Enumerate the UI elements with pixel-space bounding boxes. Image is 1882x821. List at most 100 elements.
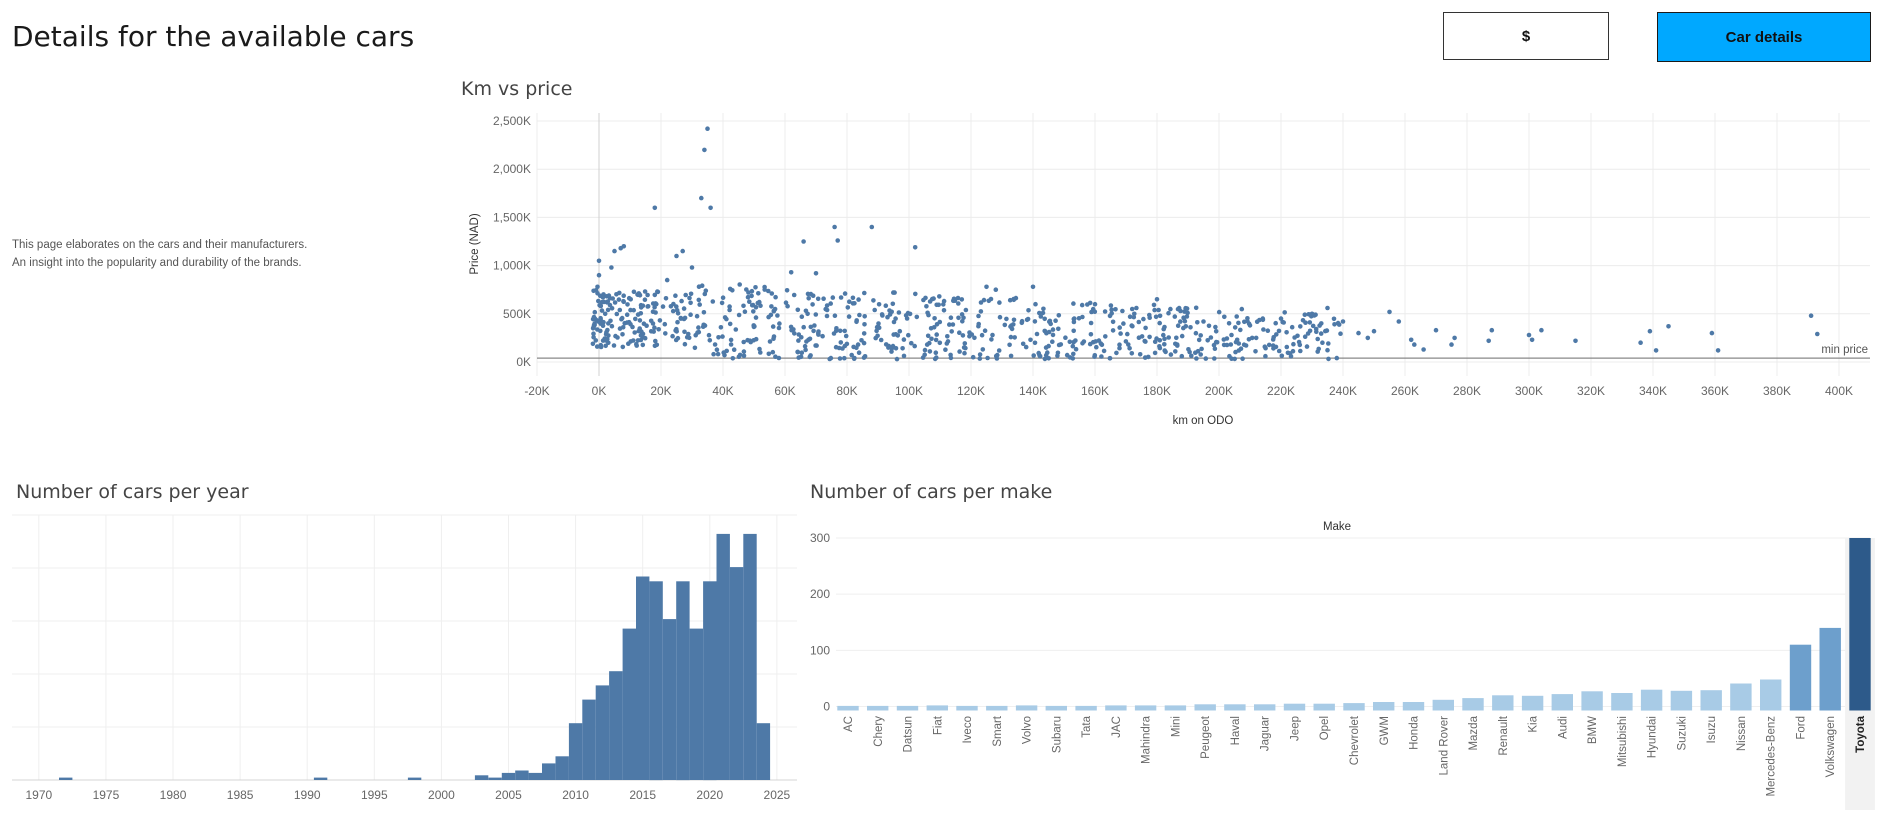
scatter-point xyxy=(745,337,750,343)
scatter-point xyxy=(821,296,826,302)
scatter-point xyxy=(1093,339,1098,344)
scatter-x-tick: 400K xyxy=(1825,384,1853,398)
make-bar xyxy=(1819,627,1841,711)
scatter-point xyxy=(645,292,650,298)
scatter-point xyxy=(652,205,658,211)
scatter-point xyxy=(617,290,622,296)
scatter-point xyxy=(1193,330,1199,336)
scatter-point xyxy=(956,301,961,306)
scatter-point xyxy=(595,327,600,332)
scatter-point xyxy=(862,322,867,327)
year-x-tick: 1980 xyxy=(160,788,187,802)
scatter-x-tick: 220K xyxy=(1267,384,1295,398)
scatter-point xyxy=(771,334,777,339)
scatter-point xyxy=(1087,341,1093,347)
scatter-point xyxy=(990,332,995,338)
make-bar xyxy=(837,705,859,711)
scatter-point xyxy=(1067,339,1073,345)
scatter-point xyxy=(673,337,679,343)
scatter-x-tick: 0K xyxy=(592,384,607,398)
make-bar xyxy=(1670,690,1693,711)
scatter-point xyxy=(913,291,918,297)
scatter-point xyxy=(591,334,596,340)
scatter-point xyxy=(1179,353,1185,359)
scatter-point xyxy=(988,296,994,302)
make-bar xyxy=(1432,699,1454,711)
scatter-point xyxy=(1260,317,1266,323)
scatter-point xyxy=(883,303,889,309)
scatter-point xyxy=(820,333,825,339)
scatter-point xyxy=(989,337,994,342)
scatter-point xyxy=(683,292,688,298)
scatter-point xyxy=(799,350,805,356)
year-bar xyxy=(609,671,623,780)
scatter-point xyxy=(728,337,734,343)
make-bar xyxy=(1075,705,1097,711)
make-x-tick: Honda xyxy=(1409,715,1421,749)
scatter-point xyxy=(631,307,636,313)
scatter-point xyxy=(593,338,599,343)
scatter-point xyxy=(1157,313,1163,319)
make-bar xyxy=(1194,704,1216,711)
scatter-point xyxy=(842,291,848,296)
scatter-point xyxy=(832,224,837,230)
scatter-point xyxy=(1162,336,1167,342)
scatter-point xyxy=(861,340,867,346)
scatter-point xyxy=(960,319,965,324)
scatter-point xyxy=(1040,310,1046,316)
scatter-point xyxy=(1212,346,1218,352)
year-bar xyxy=(662,619,677,780)
scatter-point xyxy=(663,296,669,301)
scatter-point xyxy=(720,295,726,301)
make-bar xyxy=(1492,695,1514,711)
scatter-point xyxy=(832,313,838,319)
scatter-point xyxy=(1254,319,1260,325)
scatter-point xyxy=(1214,340,1220,345)
scatter-point xyxy=(603,343,608,349)
scatter-point xyxy=(674,329,679,334)
scatter-point xyxy=(776,325,782,331)
make-x-tick: Tata xyxy=(1081,715,1093,737)
scatter-point xyxy=(1298,324,1303,329)
scatter-point xyxy=(914,314,920,320)
scatter-point xyxy=(856,350,862,356)
scatter-point xyxy=(982,328,988,334)
scatter-point xyxy=(753,336,759,342)
scatter-point xyxy=(730,356,736,361)
scatter-point xyxy=(941,308,947,313)
make-x-tick: Jaguar xyxy=(1260,716,1272,751)
scatter-point xyxy=(876,302,882,307)
scatter-point xyxy=(874,324,880,330)
scatter-point xyxy=(1050,332,1056,338)
scatter-point xyxy=(596,258,602,264)
scatter-point xyxy=(1136,319,1142,325)
scatter-point xyxy=(959,312,965,317)
scatter-point xyxy=(1154,297,1160,302)
year-chart-title: Number of cars per year xyxy=(16,481,249,503)
scatter-point xyxy=(812,323,817,328)
make-x-tick: Chevrolet xyxy=(1349,715,1361,765)
year-x-tick: 1975 xyxy=(93,788,120,802)
currency-button[interactable]: $ xyxy=(1443,12,1609,60)
make-x-tick: Volkswagen xyxy=(1825,716,1837,777)
scatter-point xyxy=(1071,316,1077,322)
scatter-point xyxy=(791,292,797,298)
scatter-point xyxy=(851,356,857,362)
make-x-tick: Mahindra xyxy=(1141,715,1153,764)
scatter-point xyxy=(696,297,702,303)
scatter-point xyxy=(1042,356,1048,362)
scatter-point xyxy=(596,298,601,304)
scatter-point xyxy=(1387,309,1392,315)
scatter-point xyxy=(1408,337,1414,343)
car-details-button[interactable]: Car details xyxy=(1657,12,1871,62)
scatter-point xyxy=(1050,339,1055,345)
make-x-tick: BMW xyxy=(1587,716,1599,744)
scatter-point xyxy=(776,355,782,361)
scatter-point xyxy=(682,315,688,321)
make-bar xyxy=(867,705,889,711)
scatter-point xyxy=(1008,334,1014,340)
scatter-point xyxy=(635,292,641,298)
scatter-point xyxy=(929,336,934,342)
scatter-point xyxy=(1172,314,1178,319)
scatter-point xyxy=(696,325,701,330)
